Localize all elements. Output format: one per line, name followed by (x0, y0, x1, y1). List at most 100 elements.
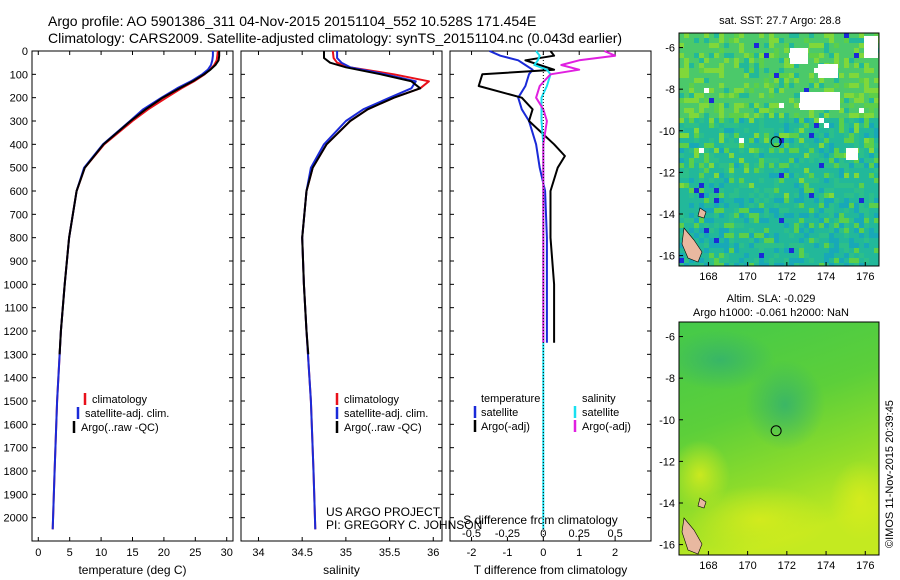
sst-cell (829, 33, 834, 38)
sst-cell (709, 213, 714, 218)
sst-cell (754, 238, 759, 243)
sst-cell (849, 133, 854, 138)
sst-cell (814, 258, 819, 263)
sst-cell (684, 263, 689, 266)
sst-cell (854, 183, 859, 188)
sst-cell (844, 208, 849, 213)
sst-cell (809, 153, 814, 158)
sst-cell (874, 103, 879, 108)
sst-cell (794, 208, 799, 213)
sst-cell (694, 203, 699, 208)
sst-cell (679, 258, 684, 263)
sst-cell (824, 88, 829, 93)
sst-cell (854, 128, 859, 133)
sst-cell (784, 238, 789, 243)
sst-cell (834, 188, 839, 193)
sst-cell (774, 168, 779, 173)
sst-cell (709, 228, 714, 233)
sst-cell (714, 173, 719, 178)
sst-cell (814, 68, 819, 73)
sst-cell (739, 58, 744, 63)
sst-cell (774, 243, 779, 248)
sla-high-region (690, 485, 830, 555)
sst-cell (684, 153, 689, 158)
sst-cell (729, 38, 734, 43)
sst-cell (789, 228, 794, 233)
sst-cell (869, 263, 874, 266)
sst-cell (799, 43, 804, 48)
sst-cell (864, 68, 869, 73)
sst-cell (784, 68, 789, 73)
sst-cell (739, 173, 744, 178)
sst-cell (759, 168, 764, 173)
sst-cell (759, 68, 764, 73)
sst-cell (739, 83, 744, 88)
y-tick-label: 800 (10, 233, 28, 245)
sst-cell (819, 183, 824, 188)
sst-cell (869, 178, 874, 183)
legend-label-temp-argo: Argo(-adj) (481, 421, 530, 433)
sst-cell (829, 183, 834, 188)
sst-cell (804, 203, 809, 208)
sst-cell (694, 63, 699, 68)
sst-cell (819, 43, 824, 48)
sst-cell (834, 113, 839, 118)
sst-cell (689, 78, 694, 83)
sst-cell (739, 183, 744, 188)
sst-cell (694, 163, 699, 168)
sst-cell (844, 163, 849, 168)
sst-cell (704, 243, 709, 248)
sst-cell (814, 88, 819, 93)
sst-cell (689, 223, 694, 228)
sst-cell (839, 118, 844, 123)
sst-cell (829, 143, 834, 148)
sst-cell (844, 38, 849, 43)
sst-cell (789, 128, 794, 133)
sst-cell (714, 248, 719, 253)
sst-cell (684, 83, 689, 88)
sst-cell (779, 203, 784, 208)
sst-cell (734, 248, 739, 253)
map-y-tick-label: -8 (665, 373, 675, 385)
sst-cell (694, 33, 699, 38)
sst-cell (839, 113, 844, 118)
sst-cell (764, 123, 769, 128)
sst-cell (684, 43, 689, 48)
sst-cell (739, 118, 744, 123)
sst-cell (809, 248, 814, 253)
sst-cell (794, 233, 799, 238)
y-tick-label: 1000 (4, 279, 28, 291)
sst-cell (874, 123, 879, 128)
sst-cell (814, 108, 819, 113)
sst-cell (694, 118, 699, 123)
sst-cell (814, 53, 819, 58)
sst-cell (709, 263, 714, 266)
sst-cell (759, 243, 764, 248)
sst-cell (789, 193, 794, 198)
sst-cell (834, 193, 839, 198)
sst-cell (739, 103, 744, 108)
sst-cell (774, 83, 779, 88)
sst-cell (829, 108, 834, 113)
sst-cell (699, 233, 704, 238)
sst-cell (744, 108, 749, 113)
sst-cell (719, 143, 724, 148)
sst-cell (859, 193, 864, 198)
sst-cell (854, 213, 859, 218)
sst-cell (734, 163, 739, 168)
sst-cell (689, 63, 694, 68)
sst-cell (789, 183, 794, 188)
series-line-salinity-argo-adj (535, 50, 617, 343)
sst-cell (859, 208, 864, 213)
sst-cell (734, 98, 739, 103)
sst-cell (779, 128, 784, 133)
sst-cell (829, 148, 834, 153)
sst-cell (689, 213, 694, 218)
sst-cell (764, 238, 769, 243)
y-tick-label: 1100 (4, 303, 28, 315)
sst-cell (849, 263, 854, 266)
sst-cell (874, 258, 879, 263)
sst-cell (864, 198, 869, 203)
sst-cell (769, 153, 774, 158)
sst-cell (744, 133, 749, 138)
